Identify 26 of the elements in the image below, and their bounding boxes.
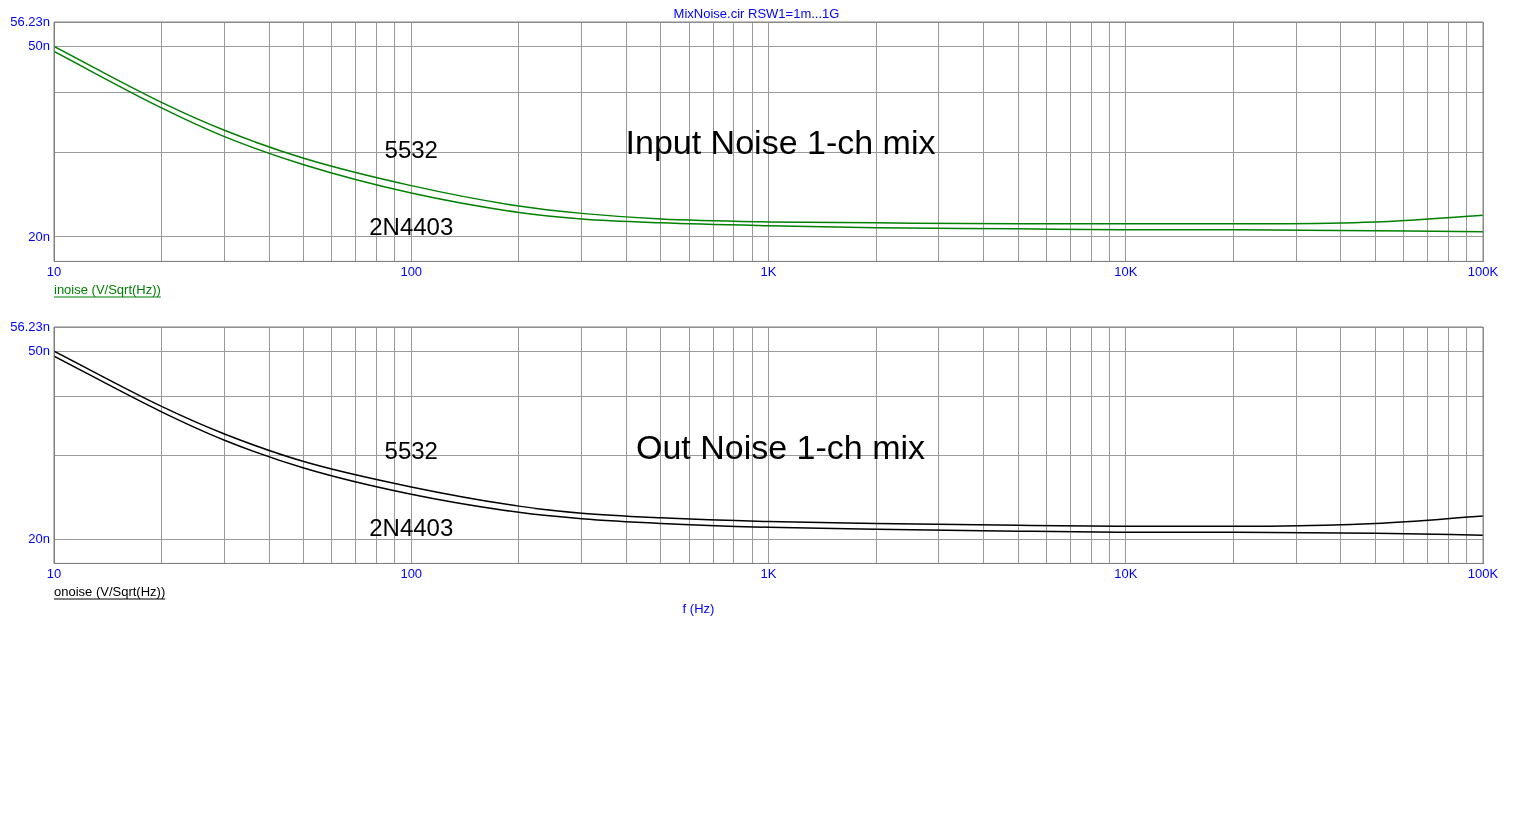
x-tick-label: 10K — [1114, 565, 1138, 581]
text: inoise (V/Sqrt(Hz)) — [54, 282, 161, 298]
annotation: Input Noise 1-ch mix — [625, 123, 936, 161]
y-tick-label: 50n — [28, 342, 50, 358]
y-tick-label: 56.23n — [10, 318, 50, 334]
series-label: 2N4403 — [369, 514, 454, 542]
series-label: 5532 — [384, 436, 438, 464]
x-tick-label: 100 — [400, 565, 423, 581]
x-tick-label: 10 — [46, 263, 62, 279]
text: onoise (V/Sqrt(Hz)) — [54, 584, 166, 600]
x-tick-label: 10 — [46, 565, 62, 581]
chart-title: MixNoise.cir RSW1=1m...1G — [673, 6, 840, 21]
x-tick-label: 1K — [760, 565, 777, 581]
x-tick-label: 100K — [1467, 263, 1499, 279]
x-tick-label: 1K — [760, 263, 777, 279]
y-tick-label: 50n — [28, 37, 50, 53]
x-tick-label: 10K — [1114, 263, 1138, 279]
series-label: 2N4403 — [369, 213, 454, 241]
annotation: Out Noise 1-ch mix — [635, 428, 926, 466]
x-axis-title: f (Hz) — [682, 601, 715, 617]
y-tick-label: 20n — [28, 228, 50, 244]
x-tick-label: 100K — [1467, 565, 1499, 581]
y-tick-label: 56.23n — [10, 13, 50, 29]
series-label: 5532 — [384, 135, 438, 163]
y-tick-label: 20n — [28, 530, 50, 546]
x-tick-label: 100 — [400, 263, 423, 279]
